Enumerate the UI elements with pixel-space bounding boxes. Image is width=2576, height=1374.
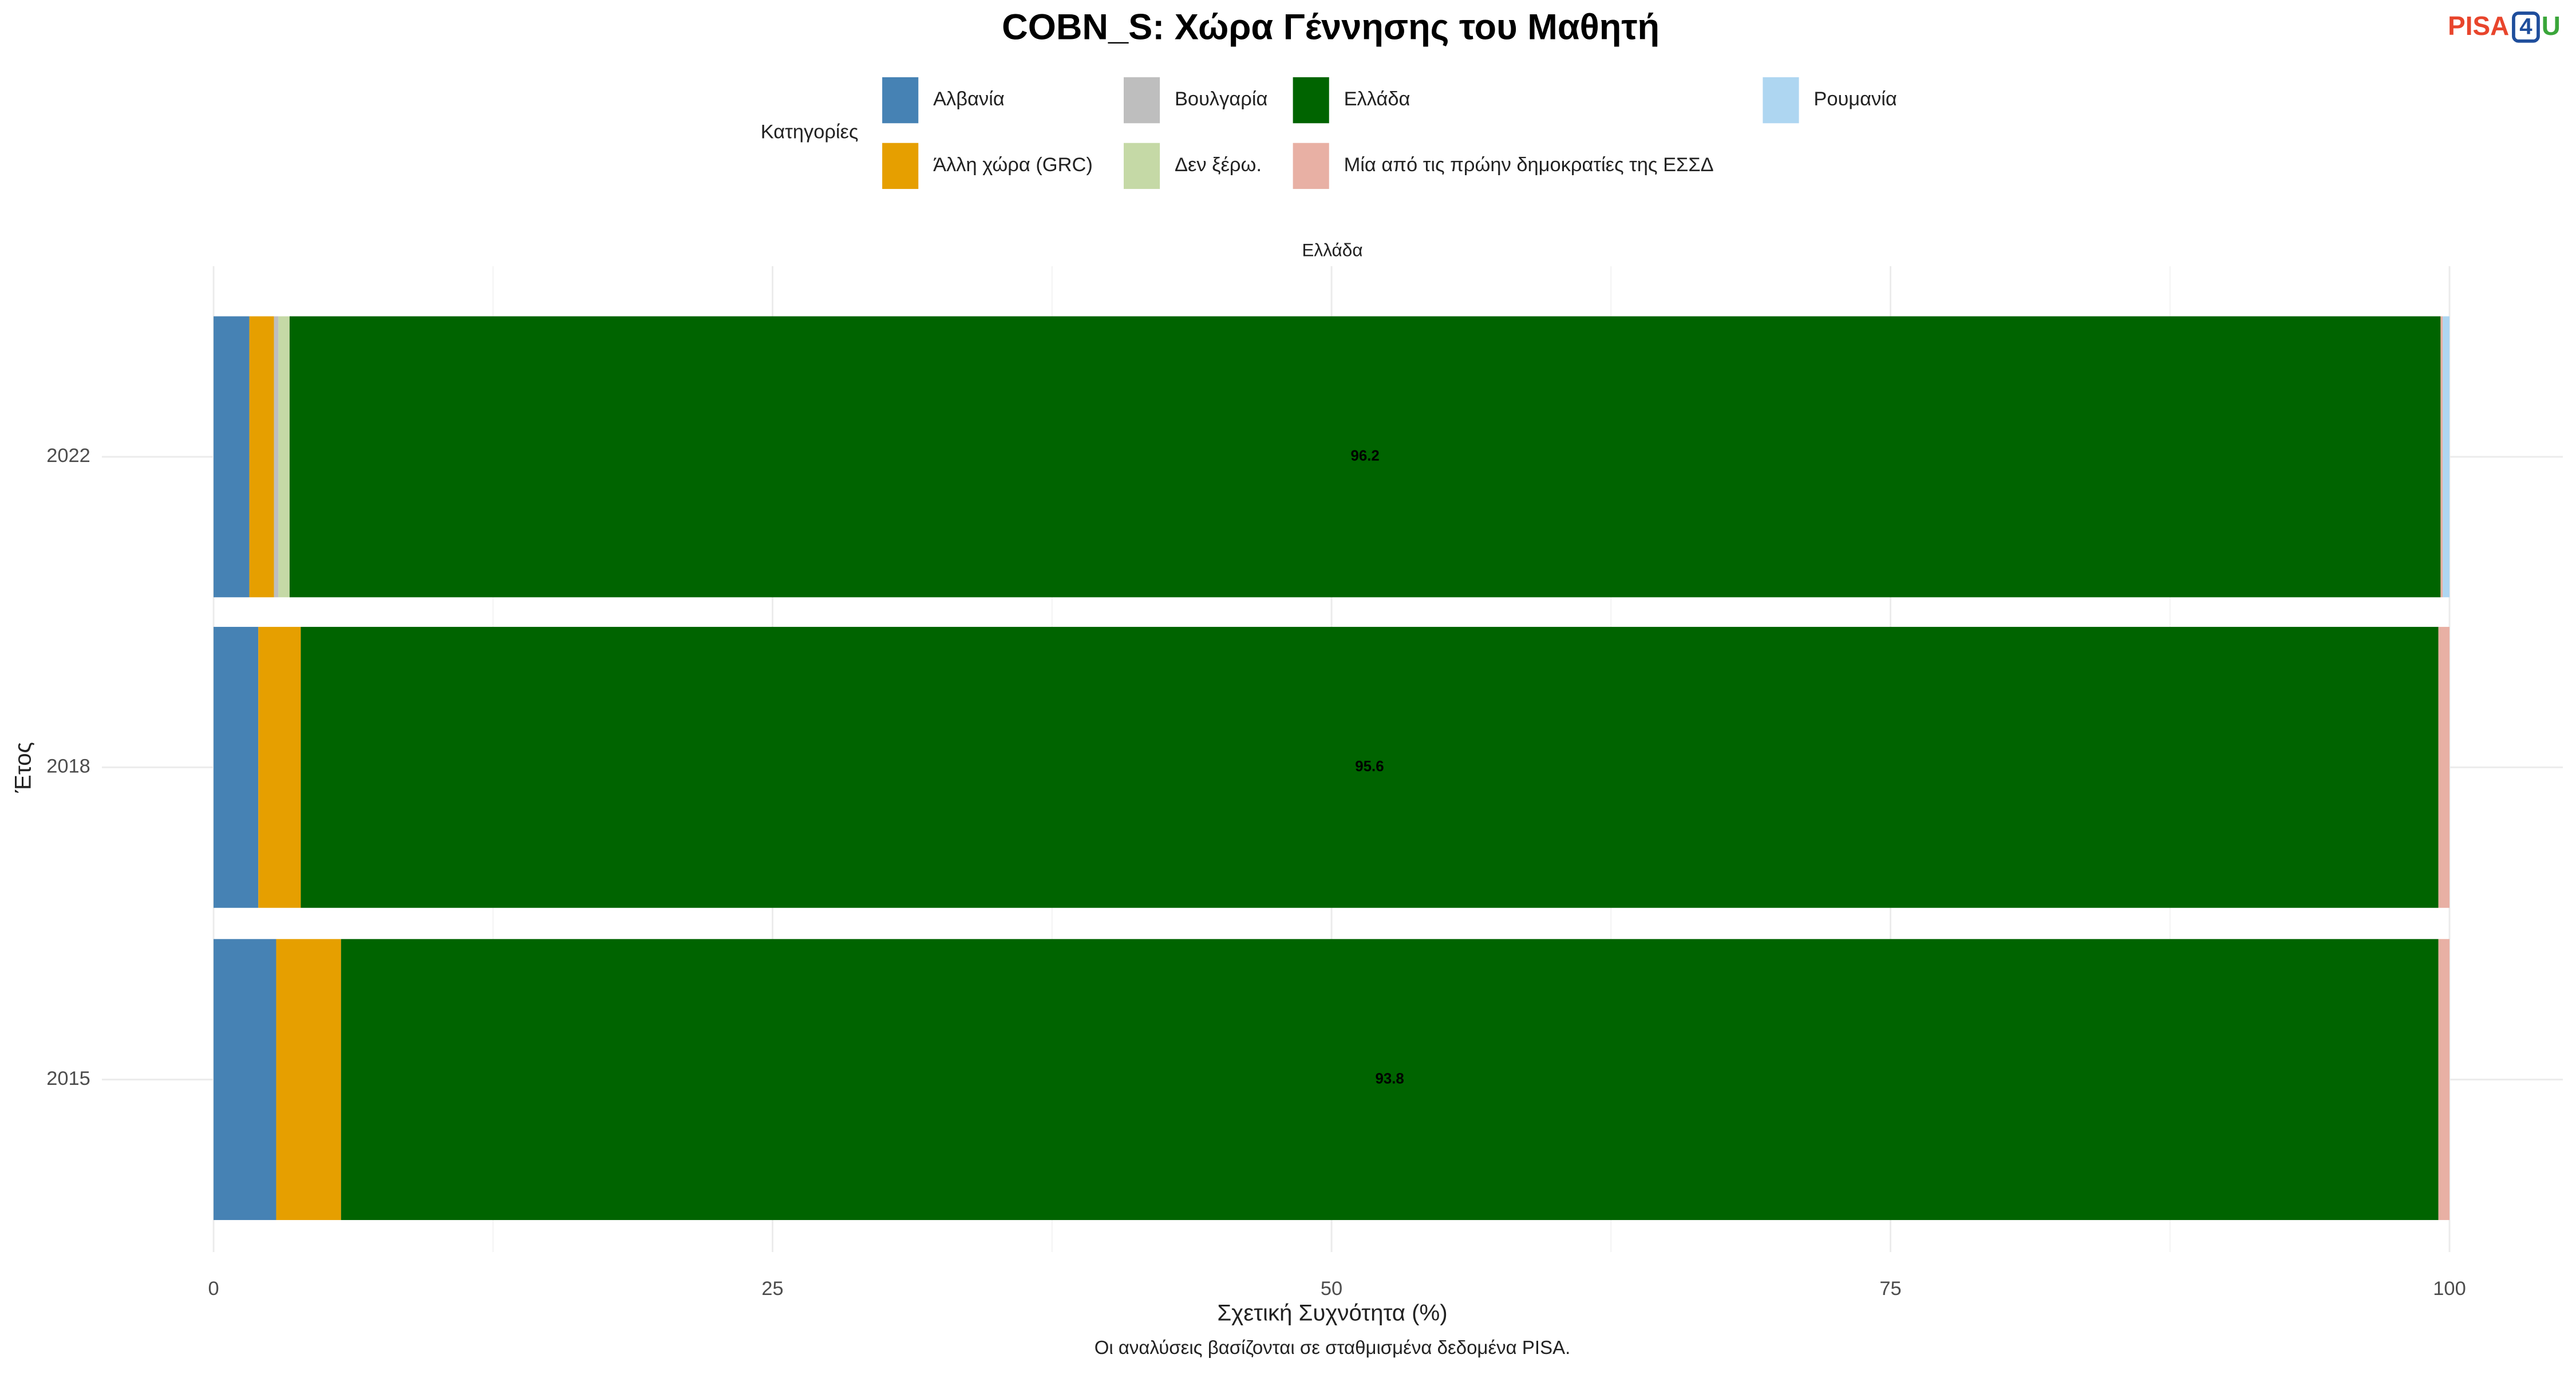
legend-swatch [1124, 143, 1160, 189]
legend-swatch [882, 143, 919, 189]
legend: Αλβανία Άλλη χώρα (GRC) Βουλγαρία Δεν ξέρω.… [882, 77, 1897, 189]
logo-box [2512, 11, 2540, 43]
legend-swatch [1763, 77, 1799, 124]
bar-segment [214, 939, 276, 1221]
data-label: 95.6 [1355, 759, 1384, 775]
data-label: 96.2 [1351, 448, 1380, 464]
y-tick-label: 2018 [46, 755, 90, 777]
y-tick-label: 2022 [46, 445, 90, 467]
x-tick-label: 0 [208, 1278, 219, 1300]
bars: 96.2 95.6 93.8 [214, 316, 2450, 1221]
legend-title: Κατηγορίες [761, 121, 859, 143]
legend-label: Μία από τις πρώην δημοκρατίες της ΕΣΣΔ [1344, 154, 1714, 176]
bar-segment [2443, 316, 2450, 598]
legend-label: Άλλη χώρα (GRC) [933, 154, 1093, 176]
x-tick-label: 75 [1879, 1278, 1901, 1300]
logo-text: 4 [2519, 13, 2532, 39]
legend-swatch [1124, 77, 1160, 124]
x-axis-title: Σχετική Συχνότητα (%) [1217, 1300, 1447, 1326]
legend-label: Αλβανία [933, 88, 1005, 110]
x-tick-label: 100 [2433, 1278, 2466, 1300]
caption: Οι αναλύσεις βασίζονται σε σταθμισμένα δ… [1095, 1337, 1571, 1358]
x-tick-label: 25 [761, 1278, 783, 1300]
legend-swatch [1293, 143, 1329, 189]
bar-segment [249, 316, 274, 598]
legend-swatch [882, 77, 919, 124]
y-axis-title: Έτος [10, 742, 36, 793]
legend-label: Δεν ξέρω. [1175, 154, 1262, 176]
bar-segment [214, 316, 250, 598]
bar-segment [341, 939, 2439, 1221]
bar-segment [258, 626, 301, 908]
facet-label: Ελλάδα [1302, 239, 1362, 260]
bar-segment [289, 316, 2441, 598]
bar-segment [301, 626, 2439, 908]
data-label: 93.8 [1375, 1071, 1404, 1087]
y-tick-label: 2015 [46, 1068, 90, 1089]
bar-segment [278, 316, 290, 598]
x-tick-label: 50 [1321, 1278, 1342, 1300]
logo-text: PISA [2448, 11, 2509, 41]
bar-segment [274, 316, 279, 598]
legend-label: Βουλγαρία [1175, 88, 1267, 110]
bar-segment [2440, 316, 2443, 598]
legend-label: Ελλάδα [1344, 88, 1411, 110]
bar-segment [2438, 939, 2450, 1221]
bar-segment [276, 939, 341, 1221]
legend-label: Ρουμανία [1814, 88, 1897, 110]
bar-segment [214, 626, 259, 908]
chart-title: COBN_S: Χώρα Γέννησης του Μαθητή [1002, 7, 1660, 47]
legend-swatch [1293, 77, 1329, 124]
logo-text: U [2542, 11, 2561, 41]
bar-segment [2438, 626, 2450, 908]
logo: PISA 4 U [2448, 11, 2561, 43]
